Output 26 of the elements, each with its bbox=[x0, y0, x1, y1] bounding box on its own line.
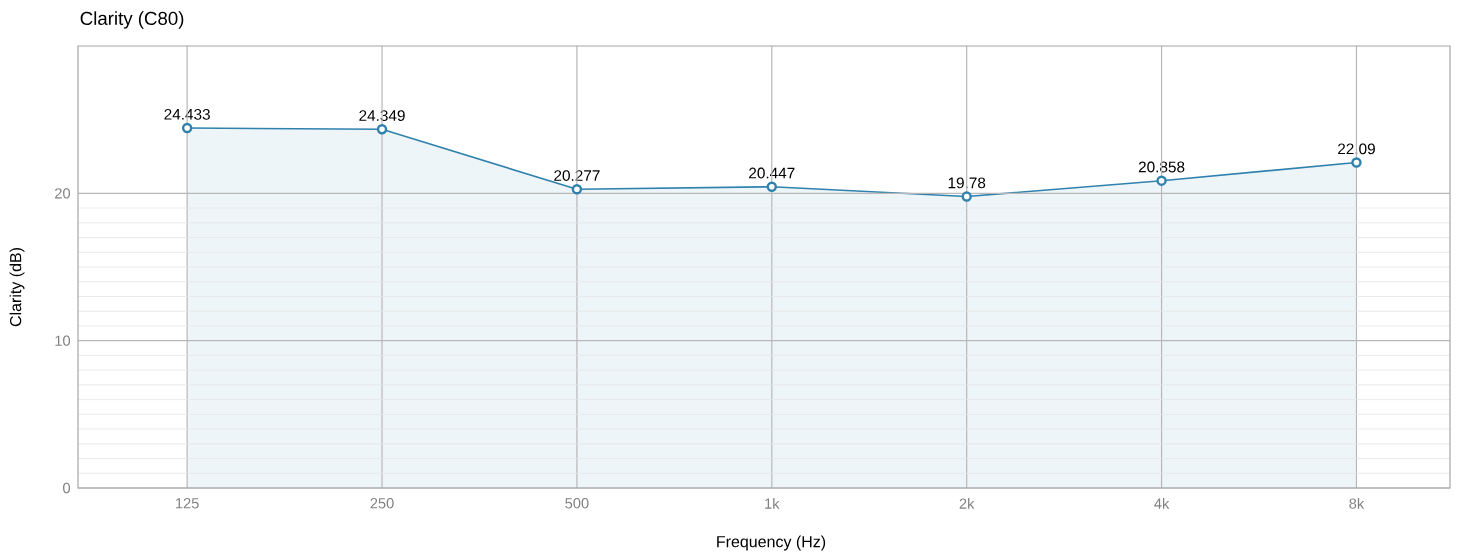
x-tick-label: 125 bbox=[176, 498, 199, 509]
point bbox=[1156, 175, 1167, 186]
x-tick-label: 1k bbox=[765, 498, 780, 509]
point bbox=[571, 184, 583, 195]
point bbox=[1351, 157, 1362, 168]
x-tick-label: 2k bbox=[959, 498, 975, 509]
data-label: 24.349 bbox=[359, 110, 405, 121]
y-tick-label: 10 bbox=[55, 335, 71, 346]
y-tick-label: 20 bbox=[55, 188, 71, 199]
point bbox=[766, 181, 777, 192]
point bbox=[376, 124, 388, 135]
chart-title: Clarity (C80) bbox=[80, 11, 184, 29]
point bbox=[181, 122, 193, 134]
data-label: 24.433 bbox=[164, 108, 210, 120]
data-label: 20.277 bbox=[554, 170, 600, 181]
x-tick-label: 500 bbox=[565, 498, 589, 509]
point bbox=[961, 191, 972, 202]
data-label: 19.78 bbox=[948, 177, 986, 189]
y-axis-title: Clarity (dB) bbox=[9, 248, 25, 327]
x-tick-label: 4k bbox=[1154, 498, 1170, 509]
data-label: 20.447 bbox=[749, 167, 795, 179]
x-tick-label: 250 bbox=[370, 498, 394, 509]
x-axis-title: Frequency (Hz) bbox=[717, 535, 826, 551]
data-label: 22.09 bbox=[1338, 143, 1375, 155]
y-tick-label: 0 bbox=[63, 482, 71, 494]
x-tick-label: 8k bbox=[1349, 498, 1365, 509]
